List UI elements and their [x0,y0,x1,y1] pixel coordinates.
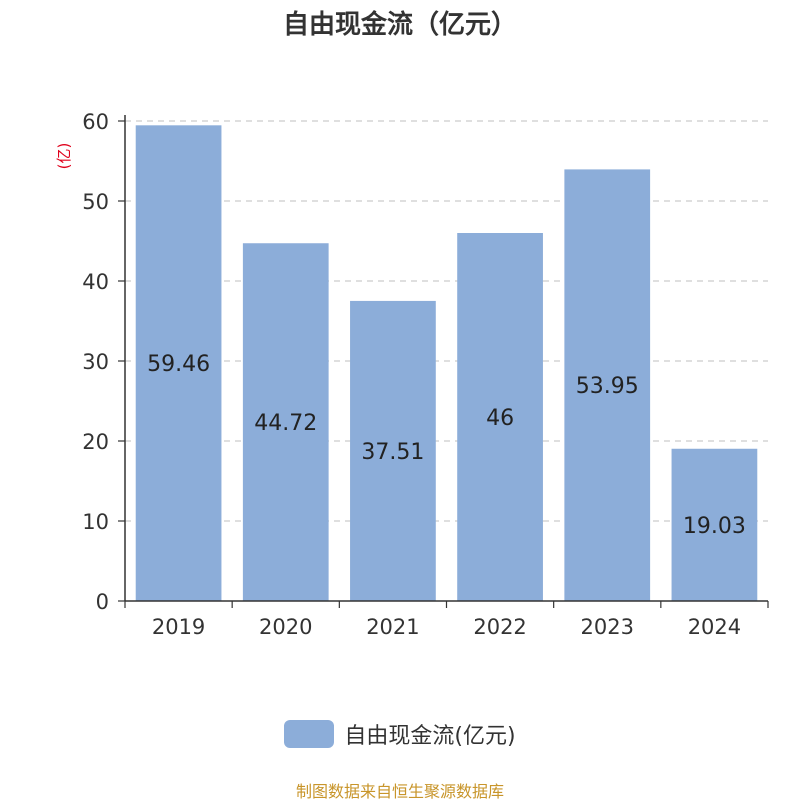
grid-lines [125,120,768,522]
y-tick-label: 0 [96,590,109,614]
legend: 自由现金流(亿元) [0,718,800,750]
y-tick-label: 20 [82,430,109,454]
bar-2024[interactable] [671,448,758,601]
x-tick-label: 2021 [366,615,419,639]
y-tick-label: 10 [82,510,109,534]
x-tick-label: 2019 [152,615,205,639]
x-tick-label: 2024 [688,615,741,639]
bar-chart: 59.46 44.72 37.51 46 53.95 19.03 0 10 20 30 40 50 6… [55,110,769,639]
bar-2019[interactable] [135,125,222,601]
bar-2021[interactable] [350,300,436,601]
data-label: 44.72 [254,411,317,436]
bar-2023[interactable] [564,169,651,601]
data-label: 53.95 [576,374,639,399]
bar-2020[interactable] [242,243,329,602]
chart-title: 自由现金流（亿元） [282,10,517,40]
data-labels: 59.46 44.72 37.51 46 53.95 19.03 [147,352,746,539]
x-tick-label: 2020 [259,615,312,639]
y-tick-label: 30 [82,350,109,374]
data-label: 19.03 [683,514,746,539]
data-label: 59.46 [147,352,210,377]
legend-label: 自由现金流(亿元) [344,724,516,749]
x-tick-label: 2023 [581,615,634,639]
data-label: 37.51 [361,440,424,465]
bar-2022[interactable] [457,233,543,601]
source-note: 制图数据来自恒生聚源数据库 [295,782,504,801]
y-tick-label: 50 [82,190,109,214]
data-label: 46 [486,406,514,431]
y-axis-label: (亿) [55,143,73,170]
y-tick-label: 40 [82,270,109,294]
legend-swatch[interactable] [284,720,335,748]
y-tick-label: 60 [82,110,109,134]
axes: 0 10 20 30 40 50 60 2019 2020 2021 2022 2023 2024 [82,110,769,639]
bars [135,125,758,602]
x-tick-label: 2022 [473,615,526,639]
